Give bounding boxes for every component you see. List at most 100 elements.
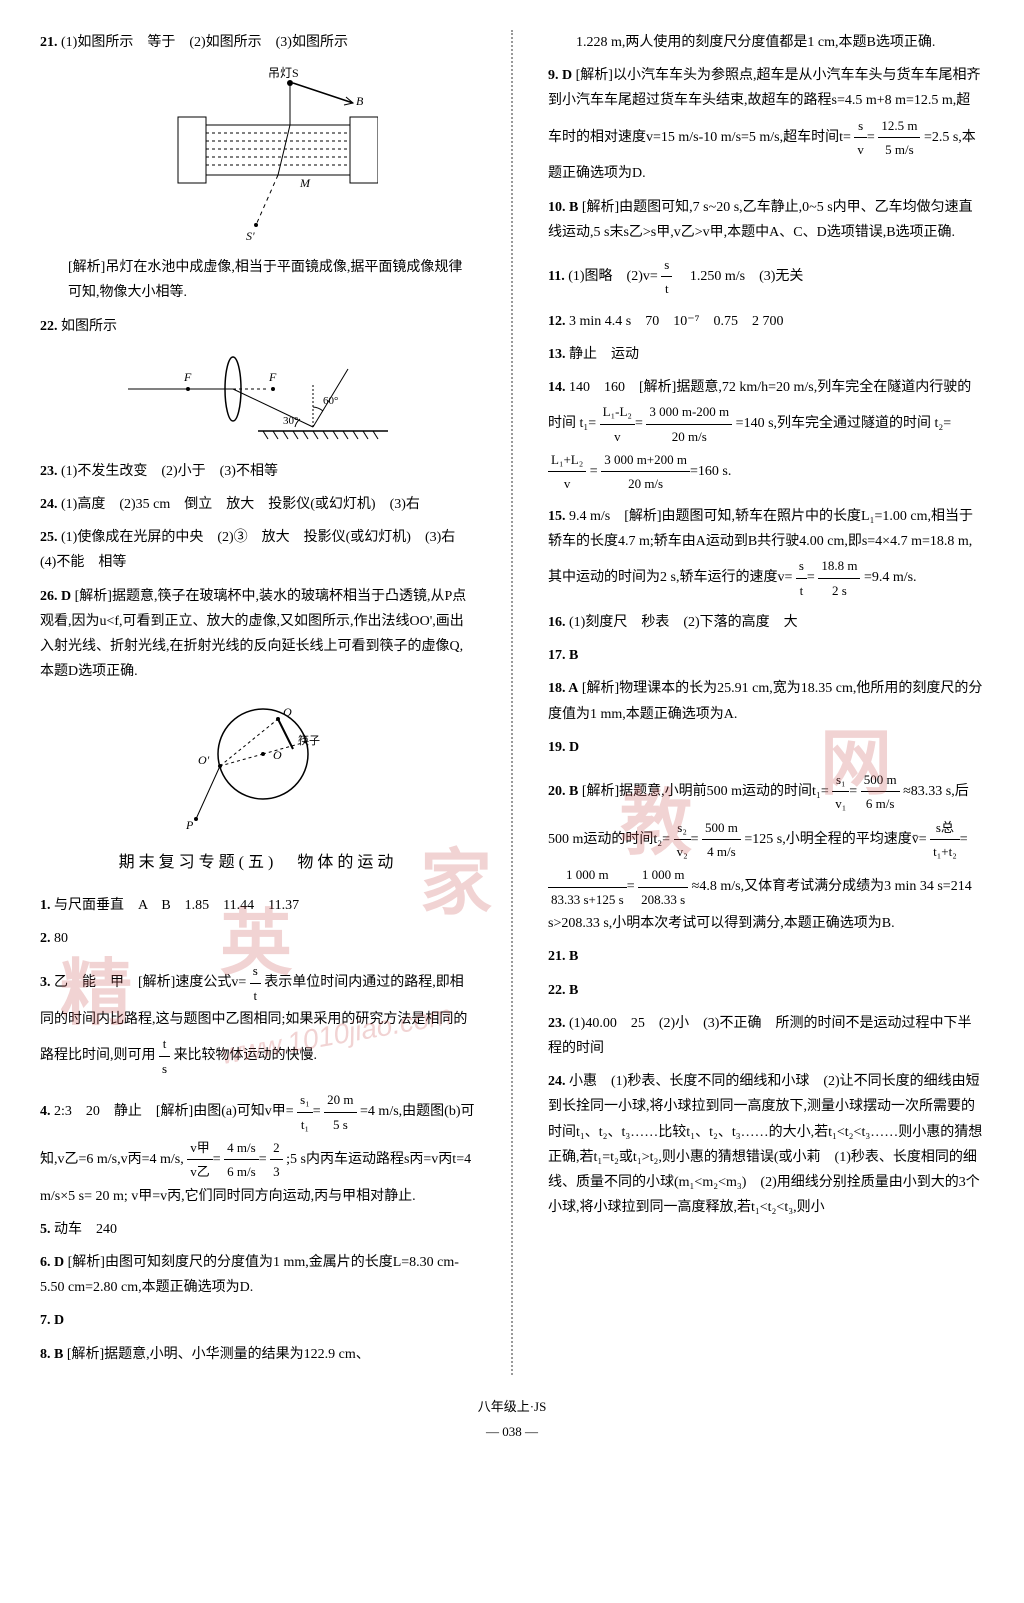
question-r17: 17. B [548, 643, 984, 668]
right-column: 1.228 m,两人使用的刻度尺分度值都是1 cm,本题B选项正确. 9. D … [548, 30, 984, 1375]
r14-text2: =140 s,列车完全通过隧道的时间 t₂= [736, 416, 952, 431]
q8-cont: 1.228 m,两人使用的刻度尺分度值都是1 cm,本题B选项正确. [548, 30, 984, 55]
question-r9: 9. D [解析]以小汽车车头为参照点,超车是从小汽车车头与货车车尾相齐到小汽车… [548, 63, 984, 186]
frac-s-t: st [250, 959, 261, 1007]
r15-num: 15. [548, 509, 566, 524]
frac-1000-20833: 1 000 m208.33 s [638, 863, 688, 911]
frac-500-6: 500 m6 m/s [861, 768, 900, 816]
frac-500-4: 500 m4 m/s [702, 816, 741, 864]
frac-l1l2-v: L₁+L₂v [548, 448, 586, 496]
footer-line2: — 038 — [40, 1420, 984, 1443]
s8-num: 8. B [40, 1347, 63, 1362]
question-22: 22. 如图所示 [40, 314, 476, 339]
s3-text: 乙 能 甲 [解析]速度公式v= [54, 976, 246, 991]
question-r16: 16. (1)刻度尺 秒表 (2)下落的高度 大 [548, 610, 984, 635]
question-26: 26. D [解析]据题意,筷子在玻璃杯中,装水的玻璃杯相当于凸透镜,从P点观看… [40, 584, 476, 685]
question-s3: 3. 乙 能 甲 [解析]速度公式v= st 表示单位时间内通过的路程,即相同的… [40, 959, 476, 1080]
frac-188-2: 18.8 m2 s [818, 554, 860, 602]
label-sprime: S' [246, 229, 255, 243]
question-r13: 13. 静止 运动 [548, 342, 984, 367]
q21-num: 21. [40, 35, 58, 50]
r23-text: (1)40.00 25 (2)小 (3)不正确 所测的时间不是运动过程中下半程的… [548, 1016, 971, 1056]
label-f2: F [268, 370, 277, 384]
frac-3200-20: 3 000 m+200 m20 m/s [601, 448, 690, 496]
page-number: 038 [502, 1424, 522, 1439]
r18-text: [解析]物理课本的长为25.91 cm,宽为18.35 cm,他所用的刻度尺的分… [548, 681, 982, 721]
q24-num: 24. [40, 497, 58, 512]
question-21: 21. (1)如图所示 等于 (2)如图所示 (3)如图所示 [40, 30, 476, 55]
q26-diagram: Q 筷子 O O' P [40, 694, 476, 834]
column-divider [511, 30, 513, 1375]
label-o: O [273, 748, 282, 762]
r24-text: 小惠 (1)秒表、长度不同的细线和小球 (2)让不同长度的细线由短到长拴同一小球… [548, 1074, 982, 1215]
q26-num: 26. D [40, 589, 71, 604]
q21-expl-text: [解析]吊灯在水池中成虚像,相当于平面镜成像,据平面镜成像规律可知,物像大小相等… [68, 260, 462, 300]
frac-s-t-11: st [661, 253, 672, 301]
question-r12: 12. 3 min 4.4 s 70 10⁻⁷ 0.75 2 700 [548, 309, 984, 334]
r15-text2: =9.4 m/s. [864, 570, 917, 585]
q26-text: [解析]据题意,筷子在玻璃杯中,装水的玻璃杯相当于凸透镜,从P点观看,因为u<f… [40, 589, 466, 680]
r21-num: 21. B [548, 949, 578, 964]
question-r11: 11. (1)图略 (2)v= st 1.250 m/s (3)无关 [548, 253, 984, 301]
q8cont-text: 1.228 m,两人使用的刻度尺分度值都是1 cm,本题B选项正确. [576, 35, 935, 50]
question-r10: 10. B [解析]由题图可知,7 s~20 s,乙车静止,0~5 s内甲、乙车… [548, 195, 984, 245]
r10-text: [解析]由题图可知,7 s~20 s,乙车静止,0~5 s内甲、乙车均做匀速直线… [548, 200, 973, 240]
s5-text: 动车 240 [54, 1222, 117, 1237]
s7-num: 7. D [40, 1313, 64, 1328]
s6-num: 6. D [40, 1255, 64, 1270]
label-p: P [185, 818, 194, 832]
r12-text: 3 min 4.4 s 70 10⁻⁷ 0.75 2 700 [569, 314, 784, 329]
r20-num: 20. B [548, 784, 578, 799]
q21-explanation: [解析]吊灯在水池中成虚像,相当于平面镜成像,据平面镜成像规律可知,物像大小相等… [40, 255, 476, 305]
r14-num: 14. [548, 380, 566, 395]
q25-text: (1)使像成在光屏的中央 (2)③ 放大 投影仪(或幻灯机) (3)右 (4)不… [40, 530, 469, 570]
r10-num: 10. B [548, 200, 578, 215]
frac-2-3: 23 [270, 1136, 283, 1184]
question-25: 25. (1)使像成在光屏的中央 (2)③ 放大 投影仪(或幻灯机) (3)右 … [40, 525, 476, 575]
q21-text: (1)如图所示 等于 (2)如图所示 (3)如图所示 [61, 35, 348, 50]
label-60: 60° [323, 395, 338, 407]
circle-diagram-svg: Q 筷子 O O' P [178, 694, 338, 834]
s5-num: 5. [40, 1222, 51, 1237]
frac-l1-l2-v: L₁-L₂v [600, 400, 635, 448]
r16-num: 16. [548, 615, 566, 630]
lens-diagram-svg: F F 60° 30° [118, 349, 398, 449]
r22-num: 22. B [548, 983, 578, 998]
s6-text: [解析]由图可知刻度尺的分度值为1 mm,金属片的长度L=8.30 cm-5.5… [40, 1255, 459, 1295]
r19-num: 19. D [548, 740, 579, 755]
question-s1: 1. 与尺面垂直 A B 1.85 11.44 11.37 [40, 893, 476, 918]
question-s8: 8. B [解析]据题意,小明、小华测量的结果为122.9 cm、 [40, 1342, 476, 1367]
question-r18: 18. A [解析]物理课本的长为25.91 cm,宽为18.35 cm,他所用… [548, 676, 984, 726]
frac-s-v: sv [854, 114, 867, 162]
s8-text: [解析]据题意,小明、小华测量的结果为122.9 cm、 [67, 1347, 370, 1362]
q24-text: (1)高度 (2)35 cm 倒立 放大 投影仪(或幻灯机) (3)右 [61, 497, 420, 512]
question-23: 23. (1)不发生改变 (2)小于 (3)不相等 [40, 459, 476, 484]
s4-text: 2:3 20 静止 [解析]由图(a)可知v甲= [54, 1104, 294, 1119]
q22-num: 22. [40, 319, 58, 334]
question-r15: 15. 9.4 m/s [解析]由题图可知,轿车在照片中的长度L₁=1.00 c… [548, 504, 984, 602]
q25-num: 25. [40, 530, 58, 545]
frac-s-tt: s总t₁+t₂ [930, 816, 960, 864]
s1-text: 与尺面垂直 A B 1.85 11.44 11.37 [54, 898, 299, 913]
frac-20m-5s: 20 m5 s [324, 1088, 356, 1136]
question-24: 24. (1)高度 (2)35 cm 倒立 放大 投影仪(或幻灯机) (3)右 [40, 492, 476, 517]
question-s6: 6. D [解析]由图可知刻度尺的分度值为1 mm,金属片的长度L=8.30 c… [40, 1250, 476, 1300]
page-container: 21. (1)如图所示 等于 (2)如图所示 (3)如图所示 吊灯S B [40, 30, 984, 1375]
s1-num: 1. [40, 898, 51, 913]
frac-t-s: ts [159, 1032, 170, 1080]
label-chopsticks: 筷子 [298, 733, 320, 747]
question-s4: 4. 2:3 20 静止 [解析]由图(a)可知v甲= s₁t₁= 20 m5 … [40, 1088, 476, 1209]
frac-1000-208: 1 000 m83.33 s+125 s [548, 863, 627, 911]
frac-s1-v1: s₁v₁ [832, 768, 849, 816]
footer-line1: 八年级上·JS [40, 1395, 984, 1418]
r23-num: 23. [548, 1016, 566, 1031]
r11-num: 11. [548, 269, 565, 284]
left-column: 21. (1)如图所示 等于 (2)如图所示 (3)如图所示 吊灯S B [40, 30, 476, 1375]
q23-text: (1)不发生改变 (2)小于 (3)不相等 [61, 464, 278, 479]
label-m: M [299, 176, 311, 190]
label-q: Q [283, 705, 292, 719]
r13-num: 13. [548, 347, 566, 362]
r9-num: 9. D [548, 68, 572, 83]
frac-3000-200-20: 3 000 m-200 m20 m/s [646, 400, 732, 448]
r11-text: (1)图略 (2)v= [568, 269, 658, 284]
